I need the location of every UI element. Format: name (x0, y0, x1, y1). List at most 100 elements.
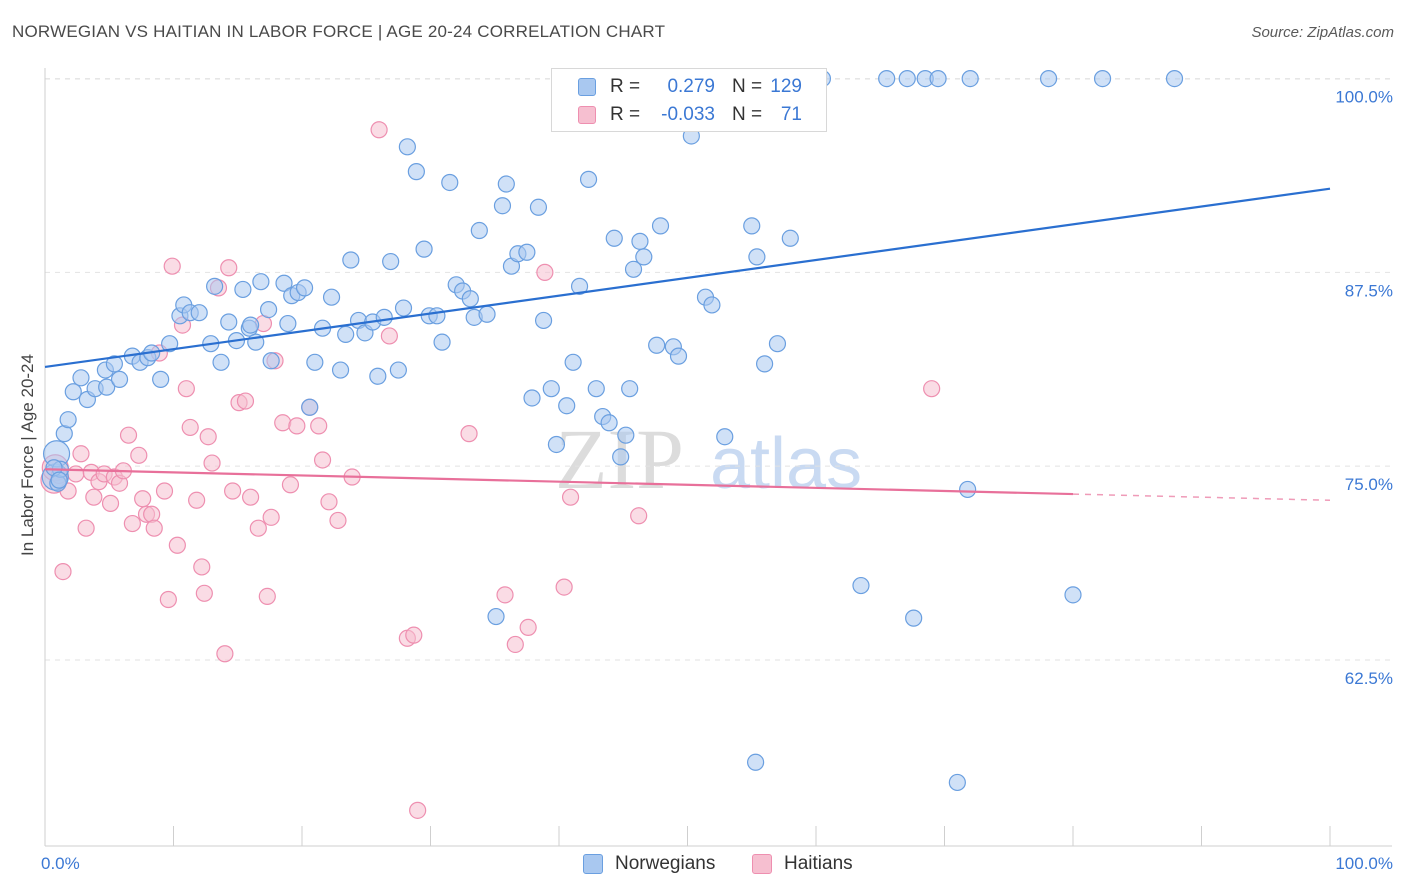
norwegian-point (600, 414, 618, 432)
legend-label-norwegians: Norwegians (615, 853, 716, 874)
norwegian-point (1039, 70, 1058, 88)
haitian-swatch (578, 106, 596, 124)
norwegian-point (1064, 586, 1082, 604)
haitian-point (288, 417, 306, 435)
haitian-point (329, 511, 347, 530)
norwegian-point (959, 480, 977, 499)
norwegian-point (669, 347, 688, 365)
r-value-haitians: -0.033 (661, 104, 715, 125)
haitian-point (555, 578, 573, 596)
norwegian-point (624, 260, 643, 278)
haitian-point (409, 801, 427, 819)
norwegian-point (478, 305, 496, 323)
norwegian-point (342, 251, 360, 269)
norwegian-point (558, 397, 576, 415)
haitian-point (370, 121, 388, 139)
haitian-point (145, 519, 163, 537)
haitian-point (242, 488, 260, 506)
norwegian-point (651, 217, 670, 235)
norwegian-point (50, 471, 68, 489)
norwegian-point (768, 335, 787, 353)
haitian-point (460, 425, 478, 443)
norwegian-point (635, 248, 653, 266)
haitian-point (134, 490, 152, 508)
norwegian-point (242, 316, 260, 334)
norwegian-point (375, 308, 393, 326)
norwegian-point (781, 229, 799, 247)
x-tick-label-min: 0.0% (41, 854, 80, 873)
y-axis-label: In Labor Force | Age 20-24 (18, 354, 37, 556)
norwegian-point (279, 314, 297, 333)
haitian-point (561, 488, 580, 506)
norwegian-point (564, 353, 582, 371)
norwegian-point (275, 274, 293, 292)
haitian-point (177, 380, 195, 398)
norwegian-point (948, 773, 966, 792)
norwegian-point (105, 355, 123, 373)
norwegian-point (407, 163, 425, 181)
norwegian-point (301, 398, 319, 416)
norwegian-point (1093, 70, 1112, 88)
haitian-trend-line-extrapolated (1072, 493, 1331, 502)
haitian-point (168, 536, 186, 554)
haitian-point (101, 494, 120, 512)
norwegian-point (206, 277, 224, 295)
haitian-point (54, 562, 72, 581)
norwegian-point (259, 300, 278, 319)
n-value-haitians: 71 (780, 104, 802, 125)
haitian-point (188, 491, 206, 509)
source-credit: Source: ZipAtlas.com (1251, 24, 1394, 41)
stats-legend: R = 0.279 N = 129 R = -0.033 N = 71 (551, 68, 827, 132)
norwegian-point (878, 70, 896, 88)
legend-label-haitians: Haitians (784, 853, 853, 874)
norwegian-point (547, 435, 566, 454)
norwegian-point (587, 380, 605, 398)
haitian-point (262, 508, 280, 526)
haitian-point (216, 645, 234, 663)
haitian-point (274, 414, 292, 432)
haitian-point (119, 426, 138, 444)
haitian-point (130, 446, 148, 464)
norwegian-point (743, 217, 761, 235)
norwegian-point (322, 288, 341, 306)
norwegian-point (252, 273, 270, 291)
haitian-point (72, 445, 90, 463)
norwegian-swatch (578, 78, 596, 96)
norwegian-point (631, 232, 649, 250)
x-tick-label-max: 100.0% (1335, 854, 1393, 873)
norwegian-point (415, 240, 433, 258)
y-tick-label: 100.0% (1335, 88, 1393, 107)
norwegian-point (369, 367, 387, 385)
norwegian-point (394, 299, 413, 317)
norwegian-point (161, 335, 179, 353)
norwegian-point (497, 175, 515, 193)
haitian-point (310, 417, 328, 435)
norwegian-point (212, 353, 230, 371)
norwegian-point (337, 325, 355, 344)
norwegian-swatch (583, 854, 603, 874)
tick-labels: 100.0% 87.5% 75.0% 62.5% 0.0% 100.0% (41, 88, 1393, 873)
norwegian-point (461, 290, 479, 308)
haitian-point (77, 519, 95, 537)
haitian-point (923, 380, 941, 398)
trend-lines (44, 187, 1331, 502)
haitian-point (380, 327, 398, 345)
haitian-point (281, 476, 300, 494)
norwegian-point (898, 70, 916, 88)
watermark-atlas: atlas (710, 424, 862, 504)
haitian-swatch (752, 854, 772, 874)
haitian-trend-line (44, 468, 1074, 496)
haitian-point (67, 465, 85, 483)
norwegian-point (703, 296, 721, 314)
haitian-point (85, 488, 103, 506)
haitian-point (159, 590, 177, 609)
norwegian-point (152, 370, 170, 388)
norwegian-point (518, 243, 536, 261)
norwegian-point (852, 576, 870, 595)
norwegian-point (605, 229, 623, 247)
y-tick-label: 75.0% (1345, 475, 1393, 494)
haitian-point (258, 587, 276, 606)
norwegian-point (59, 411, 77, 429)
norwegian-point (428, 307, 446, 325)
norwegian-point (617, 426, 635, 444)
